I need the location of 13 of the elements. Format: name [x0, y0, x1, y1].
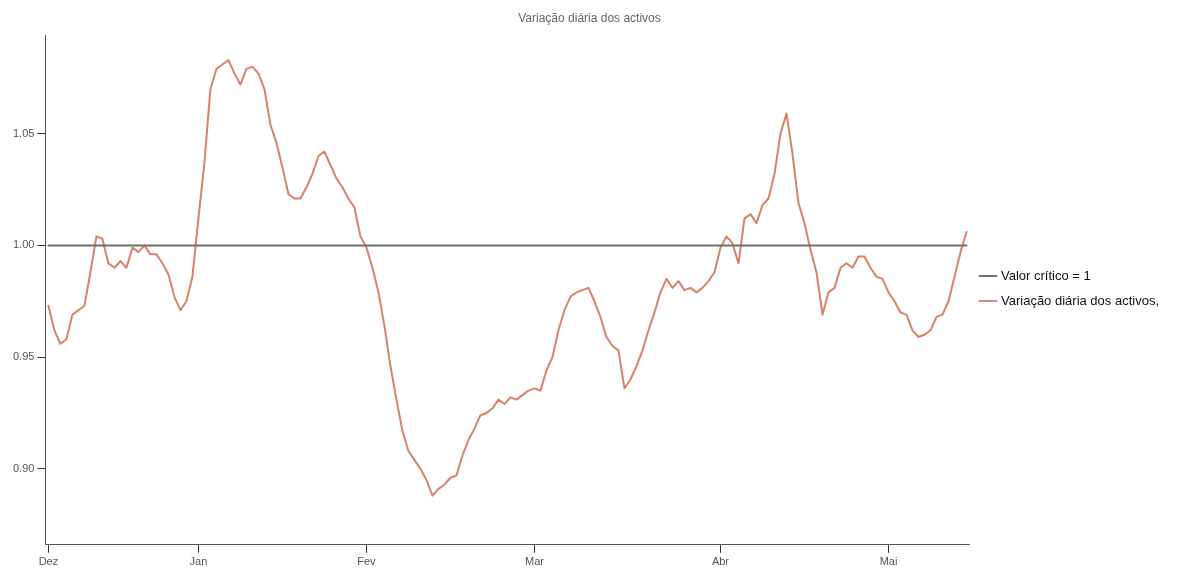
legend-label: Valor crítico = 1: [1000, 267, 1091, 283]
y-tick-label: 1.00: [12, 238, 35, 251]
x-tick-label: Mai: [879, 555, 898, 568]
y-tick-label: 1.05: [12, 126, 35, 139]
legend-label: Variação diária dos activos,: [1000, 292, 1160, 308]
x-tick-label: Fev: [357, 555, 377, 568]
x-tick-label: Dez: [38, 555, 59, 568]
chart-title: Variação diária dos activos: [518, 10, 661, 25]
x-tick-label: Mar: [524, 555, 545, 568]
x-tick-label: Jan: [189, 555, 208, 568]
x-tick-label: Abr: [711, 555, 730, 568]
y-tick-label: 0.90: [12, 461, 35, 474]
y-tick-label: 0.95: [12, 350, 35, 363]
